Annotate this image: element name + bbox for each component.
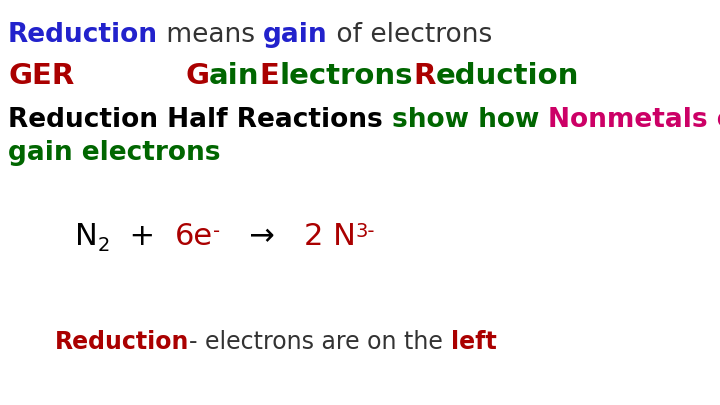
- Text: means: means: [158, 22, 264, 48]
- Text: -: -: [213, 222, 220, 241]
- Text: show how: show how: [392, 107, 549, 133]
- Text: G: G: [185, 62, 210, 90]
- Text: gain: gain: [264, 22, 328, 48]
- Text: R: R: [413, 62, 436, 90]
- Text: 2: 2: [98, 236, 110, 255]
- Text: 2 N: 2 N: [304, 222, 356, 251]
- Text: +: +: [110, 222, 175, 251]
- Text: 6e: 6e: [175, 222, 213, 251]
- Text: E: E: [260, 62, 279, 90]
- Text: of electrons: of electrons: [328, 22, 492, 48]
- Text: Reduction: Reduction: [8, 22, 158, 48]
- Text: GER: GER: [8, 62, 74, 90]
- Text: Reduction: Reduction: [55, 330, 189, 354]
- Text: N: N: [75, 222, 98, 251]
- Text: eduction: eduction: [436, 62, 579, 90]
- Text: Nonmetals or Cations: Nonmetals or Cations: [549, 107, 720, 133]
- Text: 3-: 3-: [356, 222, 375, 241]
- Text: - electrons are on the: - electrons are on the: [189, 330, 451, 354]
- Text: left: left: [451, 330, 497, 354]
- Text: →: →: [220, 222, 304, 251]
- Text: lectrons: lectrons: [279, 62, 413, 90]
- Text: Reduction Half Reactions: Reduction Half Reactions: [8, 107, 392, 133]
- Text: gain electrons: gain electrons: [8, 140, 220, 166]
- Text: ain: ain: [210, 62, 260, 90]
